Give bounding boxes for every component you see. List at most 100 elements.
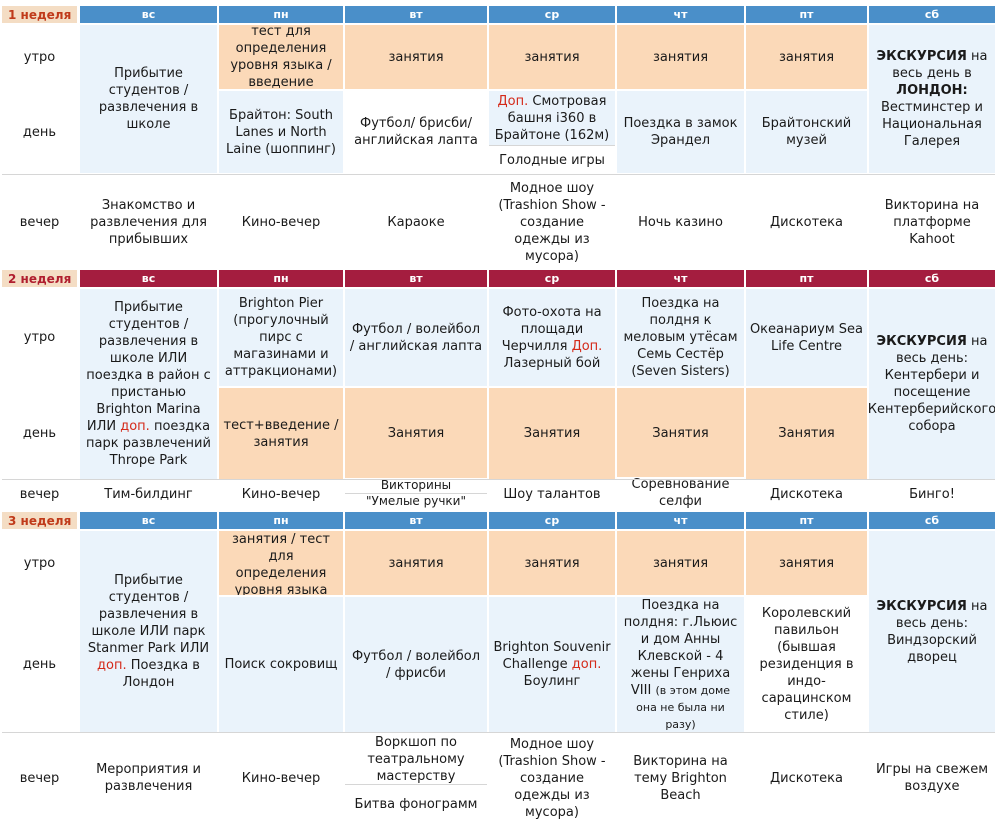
activity-cell: Модное шоу (Trashion Show - создание оде… bbox=[489, 176, 615, 268]
day-header: ср bbox=[489, 512, 615, 529]
activity-cell: Футбол / волейбол / английская лапта bbox=[345, 289, 487, 386]
activity-cell: Модное шоу (Trashion Show - создание оде… bbox=[489, 734, 615, 822]
activity-text: Brighton Souvenir Challenge bbox=[493, 640, 611, 672]
day-header: вс bbox=[80, 512, 217, 529]
excursion-label: ЭКСКУРСИЯ bbox=[876, 49, 967, 64]
activity-cell: Мероприятия и развлечения bbox=[80, 734, 217, 822]
activity-cell: занятия bbox=[345, 531, 487, 595]
activity-cell: Дискотека bbox=[746, 734, 867, 822]
activity-cell: Футбол / волейбол / фрисби bbox=[345, 597, 487, 732]
activity-cell: занятия bbox=[746, 531, 867, 595]
excursion-cell: ЭКСКУРСИЯ на весь день: Кентербери и пос… bbox=[869, 289, 995, 479]
activity-cell: тест+введение / занятия bbox=[219, 388, 343, 479]
activity-cell: Кино-вечер bbox=[219, 176, 343, 268]
activity-text: Смотровая башня i360 в Брайтоне (162м) bbox=[494, 93, 610, 143]
activity-cell: Поиск сокровищ bbox=[219, 597, 343, 732]
activity-text: Поездка в Лондон bbox=[122, 658, 200, 690]
excursion-text: на весь день: Кентербери и посещение Кен… bbox=[869, 334, 995, 434]
day-header: вс bbox=[80, 6, 217, 23]
activity-cell: Соревнование селфи bbox=[617, 477, 744, 508]
slot-label: утро bbox=[2, 289, 77, 386]
activity-text: Боулинг bbox=[523, 674, 581, 689]
activity-text: Прибытие студентов / развлечения в школе… bbox=[86, 300, 211, 434]
day-header: ср bbox=[489, 270, 615, 287]
activity-cell: Брайтонский музей bbox=[746, 91, 867, 173]
excursion-text: на весь день в bbox=[892, 49, 988, 81]
divider bbox=[489, 145, 615, 146]
day-header: чт bbox=[617, 270, 744, 287]
week-label: 3 неделя bbox=[2, 512, 77, 529]
activity-cell: Шоу талантов bbox=[489, 481, 615, 508]
slot-label: день bbox=[2, 90, 77, 174]
activity-cell: Дискотека bbox=[746, 481, 867, 508]
day-header: пн bbox=[219, 6, 343, 23]
activity-cell: Доп. Смотровая башня i360 в Брайтоне (16… bbox=[489, 91, 615, 145]
activity-text: поездка парк развлечений Thrope Park bbox=[86, 419, 211, 468]
divider bbox=[345, 493, 487, 494]
excursion-text: Вестминстер и Национальная Галерея bbox=[881, 100, 983, 149]
activity-cell: Кино-вечер bbox=[219, 481, 343, 508]
activity-cell: Бинго! bbox=[869, 481, 995, 508]
activity-cell: Викторина на тему Brighton Beach bbox=[617, 734, 744, 822]
day-header: вт bbox=[345, 270, 487, 287]
day-header: пт bbox=[746, 512, 867, 529]
activity-cell: Прибытие студентов / развлечения в школе… bbox=[80, 531, 217, 732]
slot-label: вечер bbox=[2, 176, 77, 268]
activity-cell: Поездка на полдня: г.Льюис и дом Анны Кл… bbox=[617, 597, 744, 732]
activity-cell: Викторина на платформе Kahoot bbox=[869, 176, 995, 268]
excursion-label: ЭКСКУРСИЯ bbox=[876, 334, 967, 349]
activity-cell: Битва фонограмм bbox=[345, 786, 487, 822]
day-header: вт bbox=[345, 512, 487, 529]
activity-cell: Тим-билдинг bbox=[80, 481, 217, 508]
activity-text: Фото-охота на площади Черчилля bbox=[501, 304, 602, 354]
excursion-cell: ЭКСКУРСИЯ на весь день: Виндзорский двор… bbox=[869, 531, 995, 732]
divider bbox=[345, 784, 487, 785]
optional-mark: доп. bbox=[120, 419, 150, 434]
day-header: вт bbox=[345, 6, 487, 23]
activity-cell: Занятия bbox=[489, 388, 615, 479]
week-label: 1 неделя bbox=[2, 6, 77, 23]
activity-cell: занятия bbox=[345, 25, 487, 89]
activity-cell: Брайтон: South Lanes и North Laine (шопп… bbox=[219, 91, 343, 173]
activity-cell: Футбол/ брисби/ английская лапта bbox=[345, 91, 487, 173]
activity-cell: Brighton Souvenir Challenge доп. Боулинг bbox=[489, 597, 615, 732]
activity-cell: Океанариум Sea Life Centre bbox=[746, 289, 867, 386]
optional-mark: Доп. bbox=[571, 338, 603, 354]
day-header: пт bbox=[746, 6, 867, 23]
slot-label: вечер bbox=[2, 481, 77, 508]
slot-label: утро bbox=[2, 25, 77, 89]
activity-cell: занятия bbox=[489, 531, 615, 595]
activity-cell: Фото-охота на площади Черчилля Доп. Лазе… bbox=[489, 289, 615, 386]
activity-cell: тест для определения уровня языка / введ… bbox=[219, 25, 343, 89]
activity-cell: занятия / тест для определения уровня яз… bbox=[219, 531, 343, 595]
divider bbox=[2, 479, 995, 480]
day-header: чт bbox=[617, 512, 744, 529]
activity-cell: Ночь казино bbox=[617, 176, 744, 268]
activity-text: Поездка на полдня: г.Льюис и дом Анны Кл… bbox=[623, 597, 738, 698]
activity-cell: Игры на свежем воздухе bbox=[869, 734, 995, 822]
excursion-text: на весь день: Виндзорский дворец bbox=[887, 598, 988, 665]
activity-cell: Викторины bbox=[345, 478, 487, 493]
activity-cell: Голодные игры bbox=[489, 147, 615, 173]
week-label: 2 неделя bbox=[2, 270, 77, 287]
slot-label: день bbox=[2, 388, 77, 479]
activity-cell: Поездка в замок Эрандел bbox=[617, 91, 744, 173]
day-header: чт bbox=[617, 6, 744, 23]
activity-cell: Занятия bbox=[617, 388, 744, 479]
optional-mark: Доп. bbox=[497, 93, 529, 109]
day-header: сб bbox=[869, 270, 995, 287]
activity-cell: Занятия bbox=[746, 388, 867, 479]
optional-mark: доп. bbox=[97, 658, 127, 673]
activity-note: (в этом доме она не была ни разу) bbox=[636, 683, 731, 731]
excursion-label: ЭКСКУРСИЯ bbox=[876, 598, 967, 614]
day-header: пт bbox=[746, 270, 867, 287]
optional-mark: доп. bbox=[571, 657, 602, 672]
excursion-cell: ЭКСКУРСИЯ на весь день в ЛОНДОН: Вестмин… bbox=[869, 25, 995, 173]
activity-cell: занятия bbox=[617, 531, 744, 595]
activity-cell: Прибытие студентов / развлечения в школе… bbox=[80, 289, 217, 479]
activity-cell: Знакомство и развлечения для прибывших bbox=[80, 176, 217, 268]
activity-cell: Воркшоп по театральному мастерству bbox=[345, 734, 487, 784]
activity-cell: Кино-вечер bbox=[219, 734, 343, 822]
day-header: ср bbox=[489, 6, 615, 23]
slot-label: вечер bbox=[2, 734, 77, 822]
